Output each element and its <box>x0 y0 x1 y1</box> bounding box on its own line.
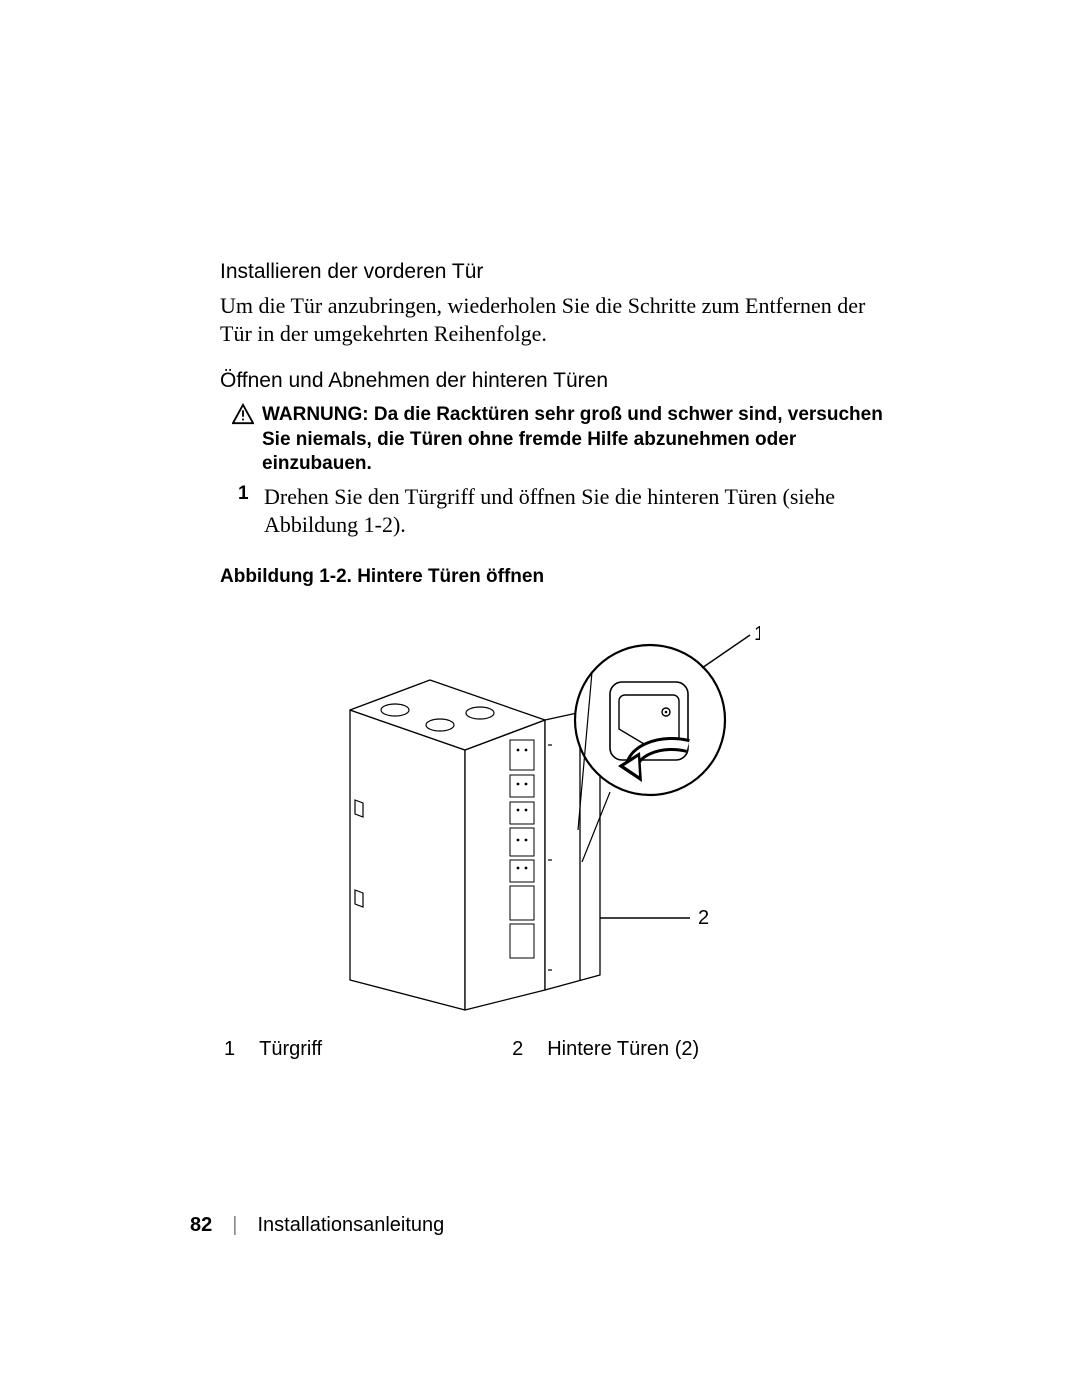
legend-num-1: 1 <box>224 1038 235 1061</box>
legend-num-2: 2 <box>512 1038 523 1061</box>
warning-triangle-icon <box>232 403 254 425</box>
figure-legend: 1 Türgriff 2 Hintere Türen (2) <box>220 1038 900 1061</box>
callout-1: 1 <box>754 623 760 645</box>
legend-label-2: Hintere Türen (2) <box>547 1038 699 1061</box>
figure-title: Abbildung 1-2. Hintere Türen öffnen <box>220 566 900 588</box>
callout-2: 2 <box>698 907 709 929</box>
warning-label: WARNUNG: <box>262 404 369 425</box>
step-number: 1 <box>238 483 264 505</box>
body-install-front-door: Um die Tür anzubringen, wiederholen Sie … <box>220 292 900 347</box>
footer-section: Installationsanleitung <box>257 1214 444 1237</box>
figure-1-2: 1 2 <box>280 600 760 1020</box>
legend-label-1: Türgriff <box>259 1038 322 1061</box>
page-footer: 82 | Installationsanleitung <box>190 1214 444 1237</box>
warning-text: WARNUNG: Da die Racktüren sehr groß und … <box>262 403 900 477</box>
footer-divider: | <box>232 1214 237 1237</box>
step-text: Drehen Sie den Türgriff und öffnen Sie d… <box>264 483 900 538</box>
page-number: 82 <box>190 1214 212 1237</box>
page: Installieren der vorderen Tür Um die Tür… <box>0 0 1080 1397</box>
heading-open-remove-rear-doors: Öffnen und Abnehmen der hinteren Türen <box>220 369 900 393</box>
step-1: 1 Drehen Sie den Türgriff und öffnen Sie… <box>238 483 900 538</box>
heading-install-front-door: Installieren der vorderen Tür <box>220 260 900 284</box>
rack-rear-doors-illustration: 1 2 <box>280 600 760 1020</box>
warning-block: WARNUNG: Da die Racktüren sehr groß und … <box>232 403 900 477</box>
